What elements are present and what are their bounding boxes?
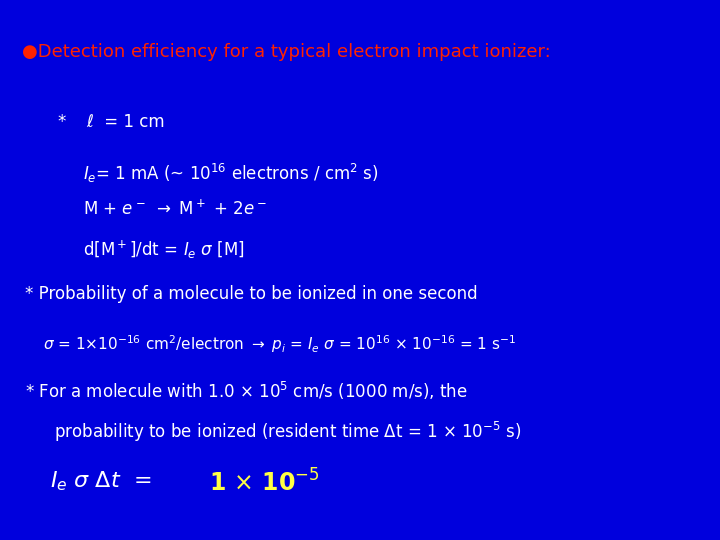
Text: * For a molecule with 1.0 $\times$ 10$^5$ cm/s (1000 m/s), the: * For a molecule with 1.0 $\times$ 10$^5…: [25, 380, 468, 402]
Text: = 1 cm: = 1 cm: [99, 113, 164, 131]
Text: probability to be ionized (resident time $\Delta$t = 1 $\times$ 10$^{-5}$ s): probability to be ionized (resident time…: [54, 420, 521, 444]
Text: $I_e$ $\sigma$ $\Delta t$  =: $I_e$ $\sigma$ $\Delta t$ =: [50, 470, 161, 494]
Text: d[M$^+$]/dt = $I_e$ $\sigma$ [M]: d[M$^+$]/dt = $I_e$ $\sigma$ [M]: [83, 239, 244, 261]
Text: ℓ: ℓ: [86, 113, 94, 131]
Text: $I_e$= 1 mA (~ 10$^{16}$ electrons / cm$^2$ s): $I_e$= 1 mA (~ 10$^{16}$ electrons / cm$…: [83, 162, 379, 185]
Text: M + $e^-$ $\rightarrow$ M$^+$ + 2$e^-$: M + $e^-$ $\rightarrow$ M$^+$ + 2$e^-$: [83, 200, 266, 219]
Text: ●Detection efficiency for a typical electron impact ionizer:: ●Detection efficiency for a typical elec…: [22, 43, 550, 61]
Text: *: *: [58, 113, 82, 131]
Text: 1 $\times$ 10$^{-5}$: 1 $\times$ 10$^{-5}$: [209, 470, 320, 497]
Text: * Probability of a molecule to be ionized in one second: * Probability of a molecule to be ionize…: [25, 285, 478, 303]
Text: $\sigma$ = 1$\times$10$^{-16}$ cm$^2$/electron $\rightarrow$ $p_i$ = $I_e$ $\sig: $\sigma$ = 1$\times$10$^{-16}$ cm$^2$/el…: [43, 334, 516, 355]
